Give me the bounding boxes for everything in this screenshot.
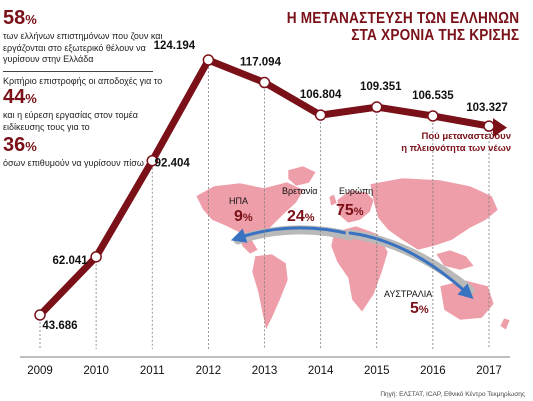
data-labels: 43.686 62.041 92.404 124.194 117.094 106.804 1… <box>42 40 507 332</box>
stat-36-value: 36% <box>3 134 37 156</box>
stat-intro-text: Κριτήριο επιστροφής οι αποδοχές για το <box>3 75 163 86</box>
region-label-uk: Βρετανία <box>282 186 318 196</box>
data-label-2009: 43.686 <box>42 320 77 332</box>
data-point-2014 <box>314 109 327 121</box>
data-point-2017 <box>483 120 495 132</box>
stat-36-text: όσων επιθυμούν να γυρίσουν πίσω <box>3 158 144 168</box>
map-australia <box>439 279 495 321</box>
map-south-america <box>251 253 289 331</box>
x-tick-label: 2014 <box>308 365 334 377</box>
chart-grid <box>39 67 490 349</box>
map-asia <box>369 177 499 251</box>
region-label-australia: ΑΥΣΤΡΑΛΙΑ <box>384 289 433 299</box>
x-tick-label: 2016 <box>420 365 446 377</box>
data-point-2015 <box>371 101 383 113</box>
arrow-europe-to-australia <box>348 231 474 300</box>
data-label-2012: 124.194 <box>154 40 196 52</box>
world-map <box>195 165 511 331</box>
data-label-2013: 117.094 <box>240 57 282 69</box>
region-label-europe: Ευρώπη <box>339 186 374 196</box>
data-point-2011 <box>146 154 158 167</box>
region-pct-uk: 24% <box>287 208 315 225</box>
region-pct-europe: 75% <box>336 202 364 219</box>
region-pct-usa: 9% <box>234 208 253 225</box>
data-label-2017: 103.327 <box>466 102 508 114</box>
migration-arrows <box>230 225 475 300</box>
stat-58-text: των ελλήνων επιστημόνων που ζουν και εργ… <box>3 31 163 64</box>
x-tick-label: 2011 <box>140 365 165 377</box>
title-line-1: Η ΜΕΤΑΝΑΣΤΕΥΣΗ ΤΩΝ ΕΛΛΗΝΩΝ <box>286 10 519 27</box>
data-label-2016: 106.535 <box>412 90 454 102</box>
source-note: Πηγή: ΕΛΣΤΑΤ, ICAP, Εθνικό Κέντρο Τεκμηρ… <box>380 391 525 398</box>
map-greenland <box>287 165 317 187</box>
x-tick-label: 2009 <box>27 365 53 377</box>
data-point-2013 <box>258 76 271 89</box>
stats-sidebar: 58% των ελλήνων επιστημόνων που ζουν και… <box>3 8 171 170</box>
data-label-2015: 109.351 <box>360 81 402 93</box>
series-arrowhead <box>493 118 507 138</box>
data-point-2016 <box>427 110 439 122</box>
map-new-zealand <box>499 317 511 331</box>
destination-note: Πού μεταναστεύουν η πλειονότητα των νέων <box>401 131 511 155</box>
x-tick-label: 2017 <box>476 365 502 377</box>
region-label-usa: ΗΠΑ <box>229 196 249 206</box>
x-axis: 2009 2010 2011 2012 2013 2014 2015 2016 2017 <box>20 356 510 377</box>
note-line-1: Πού μεταναστεύουν <box>421 131 512 142</box>
stat-44-text: και η εύρεση εργασίας στον τομέα ειδίκευ… <box>3 110 138 132</box>
data-point-2010 <box>90 251 102 263</box>
x-tick-label: 2013 <box>252 365 278 377</box>
data-point-2012 <box>202 54 215 66</box>
x-tick-label: 2012 <box>196 365 222 377</box>
data-point-2009 <box>34 309 46 321</box>
data-label-2010: 62.041 <box>53 255 89 267</box>
arrow-europe-to-usa <box>230 226 352 243</box>
x-tick-label: 2015 <box>364 365 390 377</box>
note-line-2: η πλειονότητα των νέων <box>401 143 511 154</box>
map-europe <box>336 189 375 224</box>
map-north-america <box>195 181 305 239</box>
data-label-2014: 106.804 <box>300 89 342 101</box>
region-pct-australia: 5% <box>410 300 429 317</box>
data-points <box>34 54 495 321</box>
chart-title: Η ΜΕΤΑΝΑΣΤΕΥΣΗ ΤΩΝ ΕΛΛΗΝΩΝ ΣΤΑ ΧΡΟΝΙΑ ΤΗ… <box>286 10 519 44</box>
stat-44-value: 44% <box>3 86 37 108</box>
map-africa <box>330 225 389 313</box>
arrow-europe-to-usa-shadow <box>233 225 355 245</box>
stat-58-value: 58% <box>3 7 37 29</box>
sidebar-divider <box>3 70 153 72</box>
data-label-2011: 92.404 <box>155 158 191 170</box>
x-tick-label: 2010 <box>83 365 109 377</box>
map-uk <box>328 193 338 207</box>
title-line-2: ΣΤΑ ΧΡΟΝΙΑ ΤΗΣ ΚΡΙΣΗΣ <box>350 27 519 44</box>
